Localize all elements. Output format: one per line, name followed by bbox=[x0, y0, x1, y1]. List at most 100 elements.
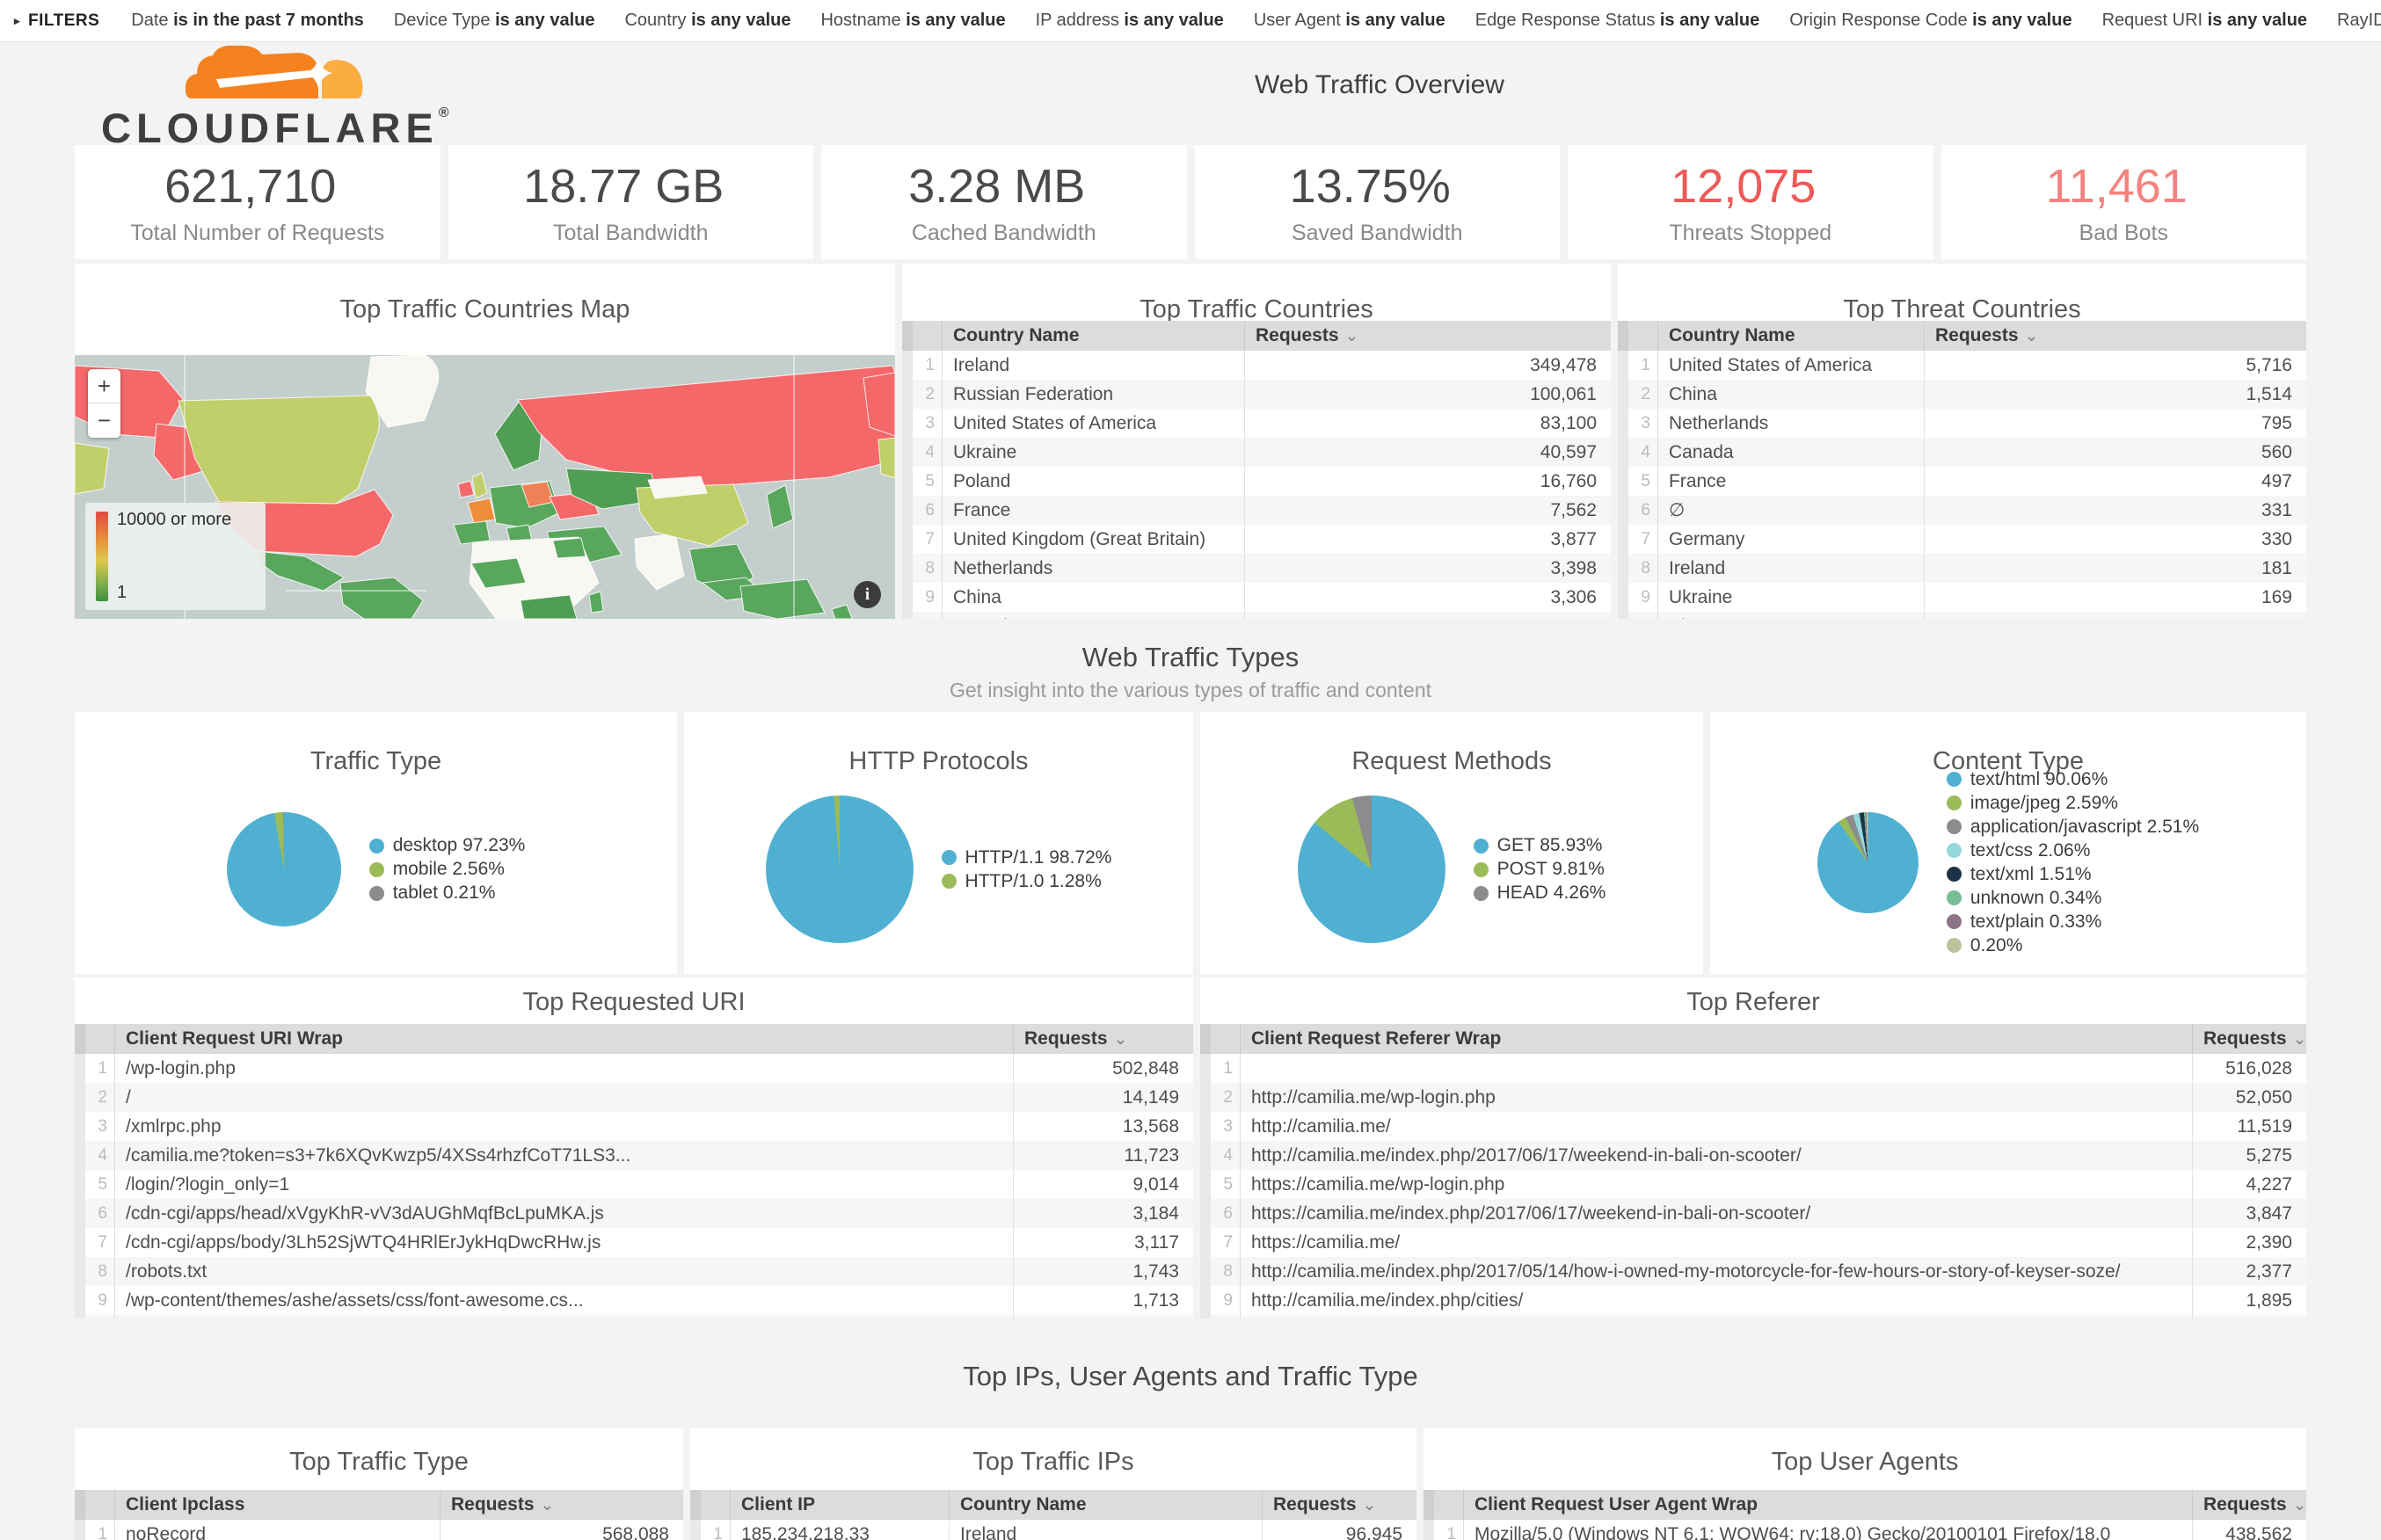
column-header[interactable]: Country Name bbox=[1669, 325, 1795, 345]
table-row[interactable]: 1 185.234.218.33 Ireland 96,945 bbox=[690, 1520, 1416, 1540]
table-row[interactable]: 8 http://camilia.me/index.php/2017/05/14/… bbox=[1200, 1257, 2306, 1286]
row-gutter bbox=[1618, 467, 1628, 496]
cell: 560 bbox=[1924, 438, 2306, 467]
column-header[interactable]: Country Name bbox=[953, 325, 1080, 345]
row-index: 10 bbox=[1211, 1315, 1241, 1318]
filter-item[interactable]: Request URI is any value bbox=[2101, 11, 2308, 30]
table-row[interactable]: 8/robots.txt 1,743 bbox=[75, 1257, 1193, 1286]
filter-item[interactable]: Edge Response Status is any value bbox=[1474, 11, 1760, 30]
column-header[interactable]: Client IP bbox=[741, 1494, 816, 1515]
table-row[interactable]: 6 https://camilia.me/index.php/2017/06/17… bbox=[1200, 1199, 2306, 1228]
table-row[interactable]: 1 Mozilla/5.0 (Windows NT 6.1; WOW64; rv:… bbox=[1424, 1520, 2306, 1540]
column-header[interactable]: Requests ⌄ bbox=[1244, 321, 1611, 351]
table-row[interactable]: 5 https://camilia.me/wp-login.php 4,227 bbox=[1200, 1170, 2306, 1199]
zoom-in-button[interactable]: + bbox=[88, 369, 120, 403]
filter-item[interactable]: Device Type is any value bbox=[393, 11, 595, 30]
zoom-out-button[interactable]: − bbox=[97, 407, 112, 433]
column-header[interactable]: Country Name bbox=[949, 1490, 1262, 1520]
column-header[interactable]: Requests ⌄ bbox=[1924, 321, 2306, 351]
stat-total-bandwidth[interactable]: 18.77 GB Total Bandwidth bbox=[448, 145, 813, 259]
table-row[interactable]: 1/wp-login.php 502,848 bbox=[75, 1054, 1193, 1083]
filter-item[interactable]: Country is any value bbox=[624, 11, 791, 30]
column-header[interactable]: Requests ⌄ bbox=[440, 1490, 683, 1520]
row-index: 9 bbox=[85, 1286, 115, 1315]
table-row[interactable]: 3/xmlrpc.php 13,568 bbox=[75, 1112, 1193, 1141]
table-row[interactable]: 9 Ukraine 169 bbox=[1618, 583, 2306, 612]
stat-saved-bandwidth[interactable]: 13.75% Saved Bandwidth bbox=[1194, 145, 1560, 259]
table-row[interactable]: 7 https://camilia.me/2,390 bbox=[1200, 1228, 2306, 1257]
table-row[interactable]: 2 / 14,149 bbox=[75, 1083, 1193, 1112]
table-row[interactable]: 4 Ukraine 40,597 bbox=[902, 438, 1611, 467]
filter-item[interactable]: Date is in the past 7 months bbox=[131, 11, 364, 30]
table-row[interactable]: 4 http://camilia.me/index.php/2017/06/17/… bbox=[1200, 1141, 2306, 1170]
table-row[interactable]: 4 Canada 560 bbox=[1618, 438, 2306, 467]
column-header[interactable]: Requests ⌄ bbox=[2192, 1490, 2306, 1520]
column-header[interactable]: Client Request URI Wrap bbox=[126, 1028, 343, 1049]
traffic-type-pie[interactable] bbox=[226, 812, 341, 926]
filter-item[interactable]: Origin Response Code is any value bbox=[1789, 11, 2072, 30]
filter-item[interactable]: User Agent is any value bbox=[1253, 11, 1445, 30]
table-row[interactable]: 1 Ireland 349,478 bbox=[902, 351, 1611, 380]
table-row[interactable]: 2 China 1,514 bbox=[1618, 380, 2306, 409]
table-row[interactable]: 7/cdn-cgi/apps/body/3Lh52SjWTQ4HRlErJykH… bbox=[75, 1228, 1193, 1257]
row-index: 6 bbox=[1211, 1199, 1241, 1228]
table-row[interactable]: 3 http://camilia.me/11,519 bbox=[1200, 1112, 2306, 1141]
table-row[interactable]: 1 noRecord 568,088 bbox=[75, 1520, 683, 1540]
table-row[interactable]: 10/wp-content/themes/ashe/style.css?ver=… bbox=[75, 1315, 1193, 1318]
map-legend: 10000 or more 1 bbox=[85, 503, 266, 610]
column-header[interactable]: Requests ⌄ bbox=[2192, 1024, 2306, 1054]
table-row[interactable]: 5 Poland 16,760 bbox=[902, 467, 1611, 496]
request-methods-pie[interactable] bbox=[1297, 795, 1445, 943]
filters-toggle[interactable]: ▸ FILTERS bbox=[14, 11, 99, 31]
table-row[interactable]: 9 http://camilia.me/index.php/cities/1,89… bbox=[1200, 1286, 2306, 1315]
world-map[interactable]: + − 10000 or more 1 i bbox=[75, 355, 895, 619]
table-row[interactable]: 1 United States of America 5,716 bbox=[1618, 351, 2306, 380]
table-row[interactable]: 1 516,028 bbox=[1200, 1054, 2306, 1083]
column-header[interactable]: Client Request User Agent Wrap bbox=[1474, 1494, 1758, 1515]
filter-item[interactable]: RayID is any value bbox=[2337, 11, 2381, 30]
column-header[interactable]: Requests ⌄ bbox=[1262, 1490, 1416, 1520]
sort-chevron-icon: ⌄ bbox=[2292, 1029, 2306, 1049]
table-row[interactable]: 3 Netherlands 795 bbox=[1618, 409, 2306, 438]
stat-cached-bandwidth[interactable]: 3.28 MB Cached Bandwidth bbox=[821, 145, 1187, 259]
cell: 7,562 bbox=[1244, 496, 1611, 525]
cell: https://camilia.me/wp-login.php bbox=[1251, 1173, 1505, 1195]
stat-value: 13.75% bbox=[1289, 159, 1451, 213]
column-header[interactable]: Client Request Referer Wrap bbox=[1251, 1028, 1502, 1049]
column-header[interactable]: Requests ⌄ bbox=[1013, 1024, 1193, 1054]
table-row[interactable]: 5/login/?login_only=1 9,014 bbox=[75, 1170, 1193, 1199]
table-row[interactable]: 2 http://camilia.me/wp-login.php 52,050 bbox=[1200, 1083, 2306, 1112]
cell: France bbox=[1669, 470, 1727, 491]
legend-item: text/css 2.06% bbox=[1946, 839, 2199, 862]
table-row[interactable]: 9 China 3,306 bbox=[902, 583, 1611, 612]
http-protocols-pie[interactable] bbox=[765, 795, 914, 943]
table-row[interactable]: 6/cdn-cgi/apps/head/xVgyKhR-vV3dAUGhMqfB… bbox=[75, 1199, 1193, 1228]
table-row[interactable]: 4/camilia.me?token=s3+7k6XQvKwzp5/4XSs4r… bbox=[75, 1141, 1193, 1170]
table-row[interactable]: 10Singapore158 bbox=[1618, 612, 2306, 619]
table-row[interactable]: 6 ∅ 331 bbox=[1618, 496, 2306, 525]
filter-item[interactable]: IP address is any value bbox=[1035, 11, 1224, 30]
table-row[interactable]: 7 United Kingdom (Great Britain) 3,877 bbox=[902, 525, 1611, 554]
column-header[interactable]: Client Ipclass bbox=[126, 1494, 245, 1515]
table-row[interactable]: 8 Ireland 181 bbox=[1618, 554, 2306, 583]
table-row[interactable]: 2 Russian Federation 100,061 bbox=[902, 380, 1611, 409]
info-icon[interactable]: i bbox=[854, 581, 881, 608]
table-row[interactable]: 8 Netherlands 3,398 bbox=[902, 554, 1611, 583]
stat-bad-bots[interactable]: 11,461 Bad Bots bbox=[1940, 145, 2306, 259]
row-index: 1 bbox=[1628, 351, 1658, 380]
stat-threats-stopped[interactable]: 12,075 Threats Stopped bbox=[1568, 145, 1933, 259]
table-row[interactable]: 7 Germany 330 bbox=[1618, 525, 2306, 554]
table-row[interactable]: 10Canada3,215 bbox=[902, 612, 1611, 619]
stat-total-requests[interactable]: 621,710 Total Number of Requests bbox=[75, 145, 441, 259]
filter-item[interactable]: Hostname is any value bbox=[820, 11, 1006, 30]
table-row[interactable]: 6 France 7,562 bbox=[902, 496, 1611, 525]
cell: /xmlrpc.php bbox=[126, 1115, 222, 1137]
table-row[interactable]: 10http://camilia.me/index.php/about/1,47… bbox=[1200, 1315, 2306, 1318]
cell: 1,472 bbox=[2192, 1315, 2306, 1318]
content-type-pie[interactable] bbox=[1817, 811, 1919, 913]
cell: http://camilia.me/index.php/cities/ bbox=[1251, 1289, 1524, 1311]
legend-swatch-icon bbox=[1946, 819, 1962, 834]
table-row[interactable]: 9/wp-content/themes/ashe/assets/css/font… bbox=[75, 1286, 1193, 1315]
table-row[interactable]: 3 United States of America 83,100 bbox=[902, 409, 1611, 438]
table-row[interactable]: 5 France 497 bbox=[1618, 467, 2306, 496]
